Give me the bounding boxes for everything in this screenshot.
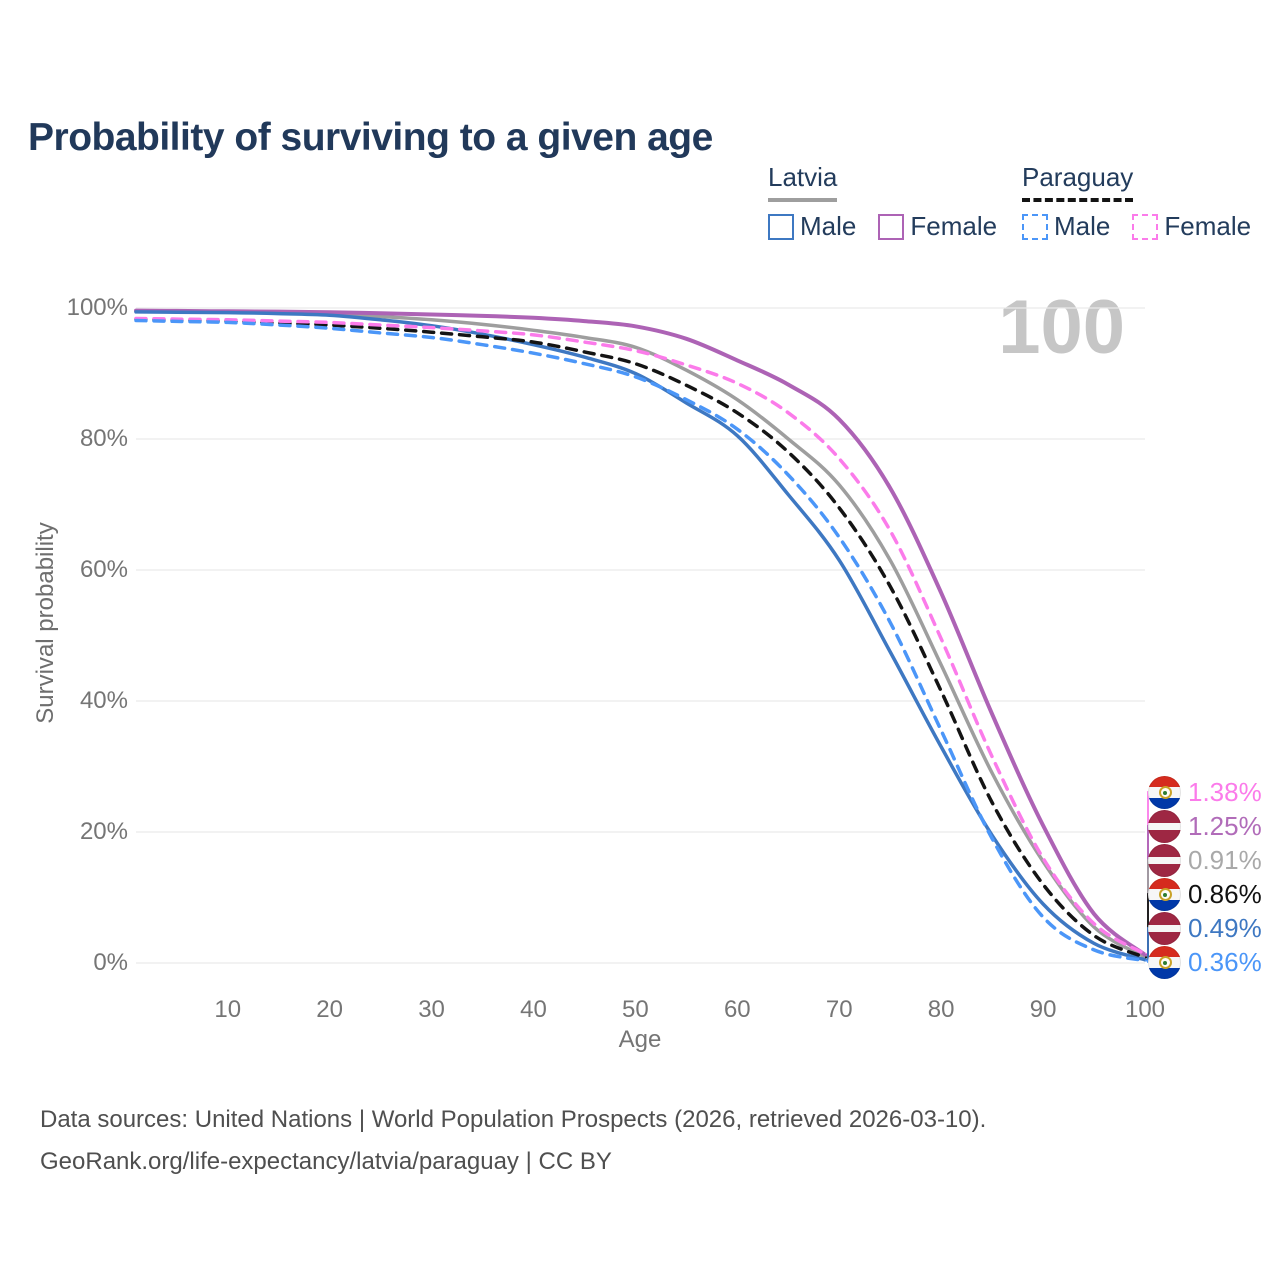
legend-checkbox-icon[interactable] [878, 213, 905, 240]
end-label-value: 0.36% [1188, 946, 1262, 977]
y-tick-label: 100% [66, 294, 128, 321]
legend-item-label: Female [910, 211, 998, 241]
legend-items-row: Male Female [768, 211, 1019, 242]
end-label-value: 0.49% [1188, 912, 1262, 943]
legend-item-latvia-female[interactable]: Female [878, 211, 997, 242]
series-line-latvia-all [134, 309, 1147, 959]
legend-items-row: Male Female [1022, 211, 1273, 242]
y-tick-label: 20% [79, 818, 128, 845]
latvia-flag-icon [1148, 911, 1181, 945]
x-tick-label: 10 [214, 996, 242, 1023]
y-tick-label: 60% [79, 556, 128, 583]
paraguay-flag-icon [1148, 945, 1181, 979]
legend-checkbox-icon[interactable] [1132, 213, 1159, 240]
x-tick-label: 90 [1029, 996, 1057, 1023]
paraguay-flag-icon [1148, 775, 1181, 809]
y-tick-label: 40% [79, 687, 128, 714]
legend-group-paraguay: Paraguay Male Female [1022, 162, 1273, 242]
legend-group-latvia: Latvia Male Female [768, 162, 1019, 242]
x-tick-label: 20 [316, 996, 343, 1023]
end-label-paraguay-male: 0.36% [1148, 945, 1262, 979]
latvia-flag-icon [1148, 809, 1181, 843]
end-label-value: 0.91% [1188, 844, 1262, 875]
x-tick-label: 50 [622, 996, 649, 1023]
end-label-latvia-all: 0.91% [1148, 843, 1262, 877]
legend-country-label: Paraguay [1022, 162, 1134, 202]
y-tick-label: 0% [93, 949, 128, 976]
x-tick-label: 30 [418, 996, 445, 1023]
latvia-flag-icon [1148, 843, 1181, 877]
x-tick-label: 70 [825, 996, 853, 1023]
legend-item-label: Female [1164, 211, 1252, 241]
page-title: Probability of surviving to a given age [28, 116, 713, 160]
legend-item-label: Male [1054, 211, 1111, 241]
legend-item-paraguay-male[interactable]: Male [1022, 211, 1110, 242]
data-sources-text: Data sources: United Nations | World Pop… [40, 1106, 987, 1133]
legend-checkbox-icon[interactable] [768, 213, 794, 240]
x-tick-label: 40 [520, 996, 547, 1023]
series-line-paraguay-all [134, 317, 1147, 960]
series-line-latvia-male [134, 310, 1147, 962]
x-tick-label: 60 [723, 996, 751, 1023]
x-tick-label: 100 [1124, 996, 1166, 1023]
end-label-paraguay-female: 1.38% [1148, 775, 1262, 809]
x-axis-title: Age [618, 1026, 662, 1053]
end-label-latvia-female: 1.25% [1148, 809, 1262, 843]
x-tick-label: 80 [927, 996, 955, 1023]
legend-country-label: Latvia [768, 162, 838, 202]
y-axis-title: Survival probability [32, 522, 59, 724]
paraguay-flag-icon [1148, 877, 1181, 911]
end-label-paraguay-all: 0.86% [1148, 877, 1262, 911]
attribution-text: GeoRank.org/life-expectancy/latvia/parag… [40, 1148, 612, 1175]
age-watermark: 100 [998, 285, 1125, 370]
series-line-paraguay-female [134, 316, 1147, 956]
legend-item-label: Male [800, 211, 857, 241]
legend-item-latvia-male[interactable]: Male [768, 211, 856, 242]
legend-checkbox-icon[interactable] [1022, 213, 1048, 240]
legend-item-paraguay-female[interactable]: Female [1132, 211, 1251, 242]
series-line-paraguay-male [134, 318, 1147, 963]
end-label-value: 1.38% [1188, 776, 1262, 807]
end-label-latvia-male: 0.49% [1148, 911, 1262, 945]
y-tick-label: 80% [79, 425, 128, 452]
series-line-latvia-female [134, 308, 1147, 957]
end-label-value: 0.86% [1188, 878, 1262, 909]
end-label-value: 1.25% [1188, 810, 1262, 841]
